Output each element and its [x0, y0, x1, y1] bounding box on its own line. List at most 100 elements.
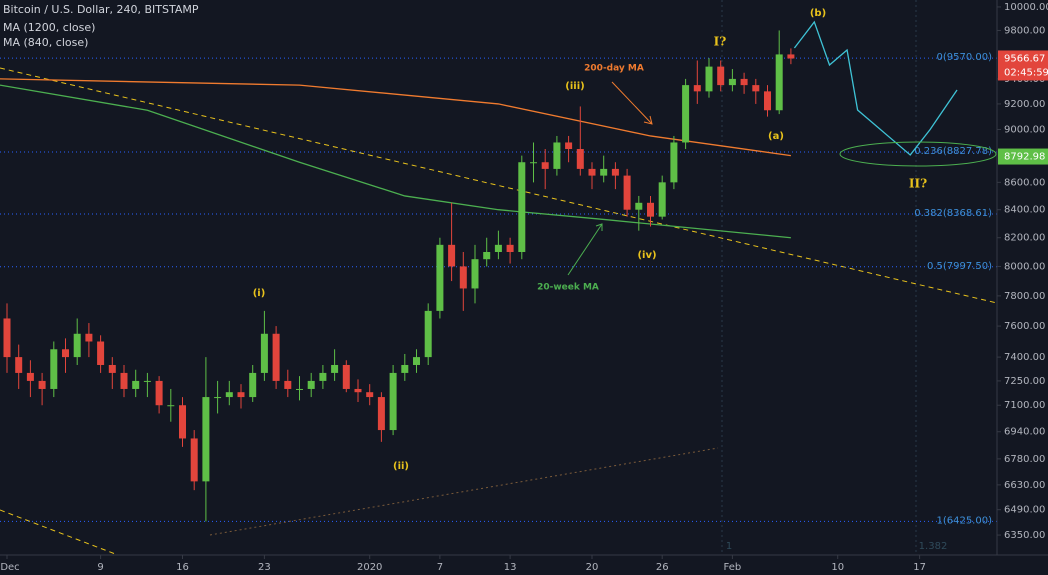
- x-tick-label: 2020: [357, 562, 382, 573]
- candle-body: [85, 333, 93, 342]
- chart-title: Bitcoin / U.S. Dollar, 240, BITSTAMP: [3, 3, 199, 16]
- candle-body: [693, 85, 701, 92]
- x-tick-label: Feb: [724, 562, 742, 573]
- candle-body: [436, 244, 444, 311]
- candle-body: [670, 142, 678, 183]
- candle-body: [494, 244, 502, 252]
- candle-body: [565, 142, 573, 150]
- y-tick-label: 10000.00: [1004, 2, 1048, 13]
- candle-body: [764, 91, 771, 111]
- candle-body: [518, 162, 526, 252]
- candle-body: [787, 54, 795, 59]
- candle-body: [319, 372, 327, 381]
- candle-body: [260, 333, 268, 373]
- candle-body: [471, 259, 479, 289]
- x-tick-label: 23: [258, 562, 271, 573]
- wave-label: (ii): [393, 461, 409, 472]
- countdown: 02:45:59: [1004, 67, 1048, 78]
- y-tick-label: 9200.00: [1004, 99, 1045, 110]
- fib-label: 0.382(8368.61): [914, 208, 992, 219]
- x-tick-label: 13: [504, 562, 517, 573]
- y-tick-label: 9000.00: [1004, 124, 1045, 135]
- y-tick-label: 6940.00: [1004, 427, 1045, 438]
- x-tick-label: 16: [176, 562, 189, 573]
- candle-body: [600, 168, 608, 176]
- candle-body: [179, 405, 186, 439]
- candle-body: [190, 438, 198, 482]
- candle-body: [389, 372, 397, 431]
- candle-body: [728, 78, 736, 86]
- candle-body: [307, 380, 315, 389]
- projection: [793, 20, 958, 156]
- candle-body: [202, 397, 210, 482]
- candle-body: [424, 310, 432, 358]
- x-tick-label: Dec: [0, 562, 19, 573]
- fib-time-label: 1: [726, 541, 732, 552]
- candle-body: [132, 380, 140, 389]
- candle-body: [249, 372, 257, 398]
- candle-body: [541, 162, 549, 169]
- fib-label: 0.5(7997.50): [927, 261, 992, 272]
- candle-body: [740, 78, 748, 86]
- y-tick-label: 6490.00: [1004, 505, 1045, 516]
- candle-body: [448, 244, 456, 267]
- candle-body: [588, 168, 596, 176]
- candle-body: [635, 202, 643, 210]
- candle-body: [775, 54, 783, 111]
- wave-label: (i): [253, 288, 266, 299]
- ma-label: 20-week MA: [537, 283, 599, 293]
- candle-body: [530, 162, 537, 164]
- y-tick-label: 6630.00: [1004, 480, 1045, 491]
- candle-body: [354, 388, 362, 393]
- candle-body: [50, 349, 58, 389]
- candle-body: [214, 397, 222, 399]
- arrow: [567, 223, 603, 276]
- candle-body: [717, 66, 725, 86]
- legend-entry: MA (840, close): [3, 36, 88, 49]
- candle-body: [413, 357, 420, 365]
- ma-line: [0, 84, 791, 239]
- candle-body: [296, 388, 303, 390]
- candle-body: [366, 392, 374, 398]
- y-tick-label: 7100.00: [1004, 400, 1045, 411]
- candle-body: [682, 85, 690, 143]
- y-tick-label: 6350.00: [1004, 530, 1045, 541]
- y-tick-label: 8000.00: [1004, 261, 1045, 272]
- price-label: 9566.67: [1004, 53, 1045, 64]
- candle-body: [272, 333, 280, 381]
- x-tick-label: 20: [586, 562, 599, 573]
- y-tick-label: 7800.00: [1004, 291, 1045, 302]
- candle-body: [167, 405, 175, 407]
- candle-body: [62, 349, 69, 358]
- fib-label: 1(6425.00): [936, 515, 992, 526]
- wave-label: I?: [714, 35, 727, 49]
- candle-body: [26, 372, 34, 381]
- wave-label: (a): [768, 131, 784, 142]
- price-label-box: [998, 148, 1048, 165]
- price-axis: [997, 0, 1048, 575]
- wave-label: (b): [810, 8, 826, 19]
- candle-body: [506, 244, 514, 252]
- candle-body: [483, 251, 491, 260]
- y-tick-label: 9800.00: [1004, 25, 1045, 36]
- x-tick-label: 9: [97, 562, 103, 573]
- y-tick-label: 7250.00: [1004, 376, 1045, 387]
- candle-body: [225, 392, 233, 398]
- x-tick-label: 17: [913, 562, 926, 573]
- candle-body: [15, 357, 23, 373]
- wave-label: II?: [909, 177, 927, 191]
- trend-line: [0, 509, 119, 556]
- trend-line: [209, 447, 719, 536]
- y-tick-label: 7600.00: [1004, 321, 1045, 332]
- ma-line: [0, 78, 791, 157]
- arrow-head: [643, 115, 653, 125]
- candle-body: [143, 380, 151, 382]
- fib-time-label: 1.382: [919, 541, 948, 552]
- candle-body: [553, 142, 561, 169]
- wave-label: (iv): [637, 250, 656, 261]
- y-tick-label: 8600.00: [1004, 177, 1045, 188]
- candle-body: [73, 333, 81, 358]
